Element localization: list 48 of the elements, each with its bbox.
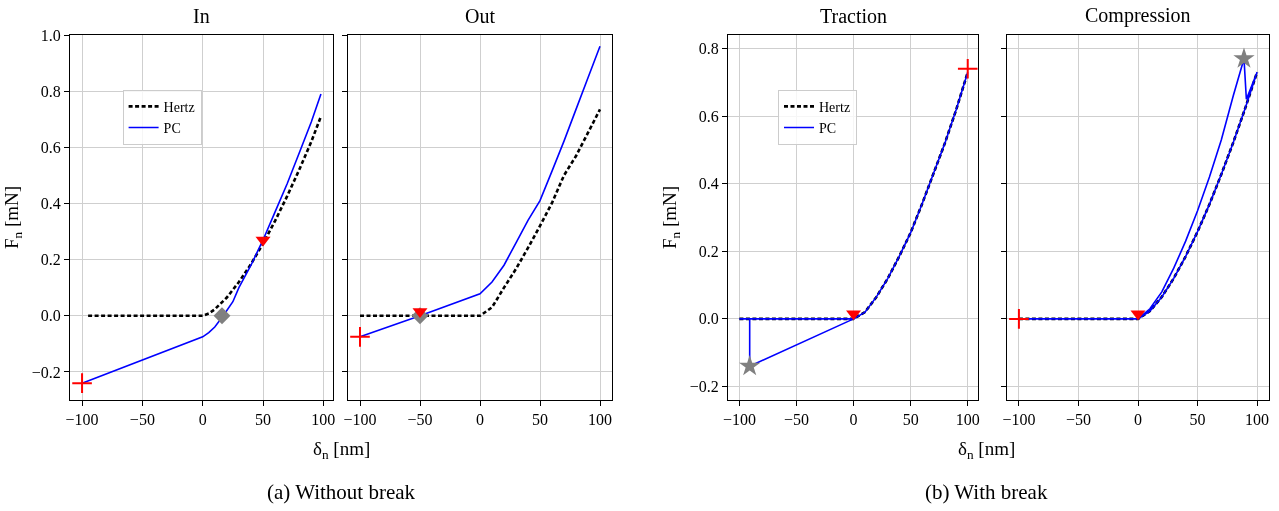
x-tick-label: −50 [129, 411, 155, 429]
point [71, 372, 93, 394]
x-tick-label: −50 [1065, 411, 1091, 429]
x-tick-label: 100 [955, 411, 980, 429]
chart-title: In [193, 5, 210, 27]
y-tick-label: 1.0 [40, 26, 61, 44]
chart-title: Out [465, 5, 496, 27]
y-tick-label: 0.4 [698, 175, 719, 193]
y-tick-label: −0.2 [31, 363, 61, 381]
y-tick-label: 0.6 [40, 138, 61, 156]
x-tick-label: 0 [849, 411, 858, 429]
x-tick-label: −100 [343, 411, 377, 429]
y-tick-label: 0.0 [698, 310, 719, 328]
line-series [81, 93, 322, 384]
point [213, 307, 231, 325]
x-tick-label: −100 [722, 411, 756, 429]
y-tick-label: 0.0 [40, 307, 61, 325]
x-tick-label: 100 [1245, 411, 1270, 429]
x-tick-label: 0 [476, 411, 484, 429]
legend-label: Hertz [819, 99, 851, 115]
x-tick-label: 50 [1189, 411, 1206, 429]
legend-label: PC [163, 121, 181, 137]
x-tick-label: −50 [407, 411, 433, 429]
y-tick-label: 0.6 [698, 107, 719, 125]
y-tick-label: 0.2 [40, 251, 61, 269]
x-tick-label: −100 [65, 411, 99, 429]
x-tick-label: 100 [311, 411, 336, 429]
x-tick-label: 100 [588, 411, 612, 429]
text: (a) Without break [267, 480, 416, 504]
legend-label: Hertz [163, 99, 195, 115]
x-axis-title: δ$_{n}$ [nm] [958, 438, 1016, 462]
x-tick-label: 0 [1134, 411, 1142, 429]
chart-title: Traction [820, 5, 888, 27]
x-tick-label: 50 [532, 411, 548, 429]
legend-label: PC [819, 121, 837, 137]
x-tick-label: 50 [255, 411, 272, 429]
y-tick-label: 0.8 [40, 82, 61, 100]
y-tick-label: −0.2 [689, 378, 719, 396]
x-axis-title: δ$_{n}$ [nm] [313, 438, 371, 462]
x-tick-label: −50 [783, 411, 810, 429]
chart-title: Compression [1085, 4, 1191, 27]
x-tick-label: −100 [1002, 411, 1036, 429]
text: (b) With break [925, 480, 1048, 504]
x-tick-label: 50 [902, 411, 919, 429]
x-tick-label: 0 [198, 411, 207, 429]
y-tick-label: 0.4 [40, 195, 61, 213]
y-tick-label: 0.2 [698, 242, 719, 260]
y-tick-label: 0.8 [698, 40, 719, 58]
